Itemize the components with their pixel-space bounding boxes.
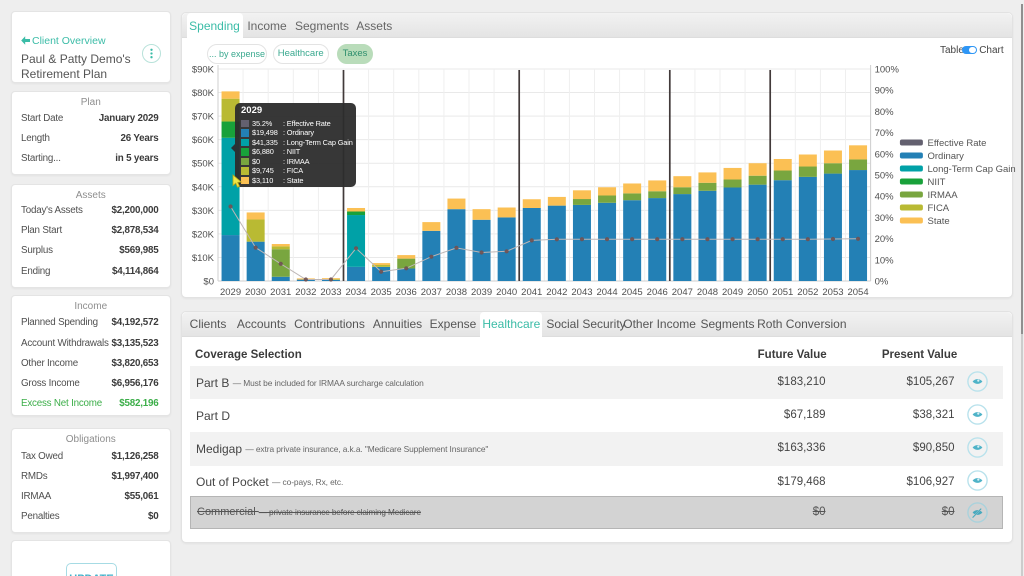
svg-text:40%: 40% bbox=[875, 192, 895, 203]
svg-text:0%: 0% bbox=[875, 277, 889, 288]
svg-text:2036: 2036 bbox=[396, 287, 417, 298]
svg-text:2031: 2031 bbox=[270, 287, 291, 298]
svg-text:2053: 2053 bbox=[822, 287, 843, 298]
svg-text:30%: 30% bbox=[875, 213, 895, 224]
svg-text:2039: 2039 bbox=[471, 287, 492, 298]
svg-text:NIIT: NIIT bbox=[928, 177, 946, 188]
svg-text:80%: 80% bbox=[875, 107, 895, 118]
svg-text:2038: 2038 bbox=[446, 287, 467, 298]
svg-text:$10K: $10K bbox=[192, 253, 215, 264]
svg-text:100%: 100% bbox=[875, 65, 900, 76]
svg-text:Effective Rate: Effective Rate bbox=[928, 138, 987, 149]
svg-text:2030: 2030 bbox=[245, 287, 266, 298]
svg-text:$70K: $70K bbox=[192, 112, 215, 123]
svg-text:2045: 2045 bbox=[622, 287, 643, 298]
svg-text:90%: 90% bbox=[875, 86, 895, 97]
svg-text:FICA: FICA bbox=[928, 203, 950, 214]
svg-text:2029: 2029 bbox=[220, 287, 241, 298]
svg-text:2042: 2042 bbox=[546, 287, 567, 298]
svg-text:$60K: $60K bbox=[192, 135, 215, 146]
svg-text:70%: 70% bbox=[875, 128, 895, 139]
svg-text:$50K: $50K bbox=[192, 159, 215, 170]
svg-text:2050: 2050 bbox=[747, 287, 768, 298]
svg-text:2049: 2049 bbox=[722, 287, 743, 298]
svg-text:2051: 2051 bbox=[772, 287, 793, 298]
svg-text:2044: 2044 bbox=[596, 287, 617, 298]
svg-text:2037: 2037 bbox=[421, 287, 442, 298]
svg-text:2052: 2052 bbox=[797, 287, 818, 298]
svg-text:$90K: $90K bbox=[192, 65, 215, 76]
svg-text:2035: 2035 bbox=[371, 287, 392, 298]
svg-text:20%: 20% bbox=[875, 234, 895, 245]
svg-text:2032: 2032 bbox=[295, 287, 316, 298]
svg-text:2054: 2054 bbox=[847, 287, 868, 298]
svg-text:Long-Term Cap Gain: Long-Term Cap Gain bbox=[928, 164, 1016, 175]
svg-text:2046: 2046 bbox=[647, 287, 668, 298]
svg-text:2048: 2048 bbox=[697, 287, 718, 298]
svg-text:2047: 2047 bbox=[672, 287, 693, 298]
svg-text:$20K: $20K bbox=[192, 229, 215, 240]
svg-text:State: State bbox=[928, 216, 950, 227]
svg-text:2040: 2040 bbox=[496, 287, 517, 298]
svg-text:2034: 2034 bbox=[345, 287, 366, 298]
svg-text:Ordinary: Ordinary bbox=[928, 151, 965, 162]
svg-text:60%: 60% bbox=[875, 149, 895, 160]
svg-text:2041: 2041 bbox=[521, 287, 542, 298]
svg-text:$80K: $80K bbox=[192, 88, 215, 99]
svg-text:10%: 10% bbox=[875, 255, 895, 266]
svg-text:2033: 2033 bbox=[320, 287, 341, 298]
svg-text:$0: $0 bbox=[203, 277, 214, 288]
svg-text:2043: 2043 bbox=[571, 287, 592, 298]
svg-text:IRMAA: IRMAA bbox=[928, 190, 959, 201]
svg-text:$30K: $30K bbox=[192, 206, 215, 217]
svg-text:$40K: $40K bbox=[192, 182, 215, 193]
svg-text:50%: 50% bbox=[875, 171, 895, 182]
